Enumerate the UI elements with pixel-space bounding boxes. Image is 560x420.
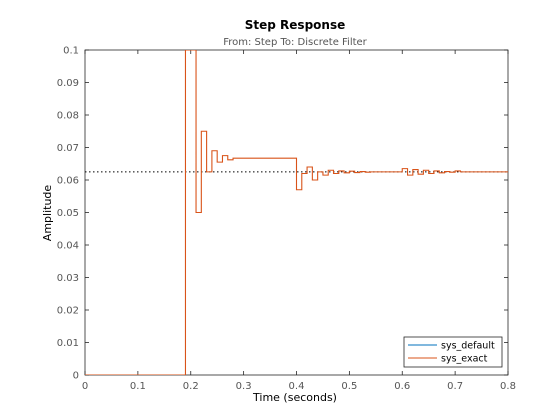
- y-tick-label: 0.01: [57, 338, 79, 349]
- x-tick-label: 0.1: [130, 381, 146, 392]
- legend-label-sys-exact: sys_exact: [441, 354, 488, 365]
- y-axis-label: Amplitude: [41, 185, 54, 242]
- tick-marks: [84, 49, 509, 376]
- series-layer: [85, 50, 508, 375]
- y-tick-label: 0.02: [57, 306, 79, 317]
- y-tick-label: 0.07: [57, 143, 79, 154]
- x-tick-label: 0.7: [447, 381, 463, 392]
- series-line-sys-exact[interactable]: [85, 50, 508, 375]
- legend[interactable]: sys_default sys_exact: [403, 336, 503, 368]
- x-tick-label: 0.8: [500, 381, 516, 392]
- legend-label-sys-default: sys_default: [441, 341, 495, 352]
- x-tick-label: 0.5: [341, 381, 357, 392]
- x-tick-label: 0.2: [183, 381, 199, 392]
- x-tick-label: 0.3: [236, 381, 252, 392]
- y-tick-label: 0.09: [57, 78, 79, 89]
- y-tick-label: 0.08: [57, 111, 79, 122]
- chart-subtitle: From: Step To: Discrete Filter: [223, 37, 367, 48]
- y-tick-label: 0.05: [57, 208, 79, 219]
- axes-box[interactable]: [84, 49, 509, 376]
- x-axis-label: Time (seconds): [252, 391, 337, 404]
- y-tick-label: 0.03: [57, 273, 79, 284]
- y-tick-labels: 0 0.01 0.02 0.03 0.04 0.05 0.06 0.07 0.08 0.09 0.1: [57, 46, 79, 382]
- x-tick-label: 0.6: [394, 381, 410, 392]
- y-tick-label: 0.04: [57, 241, 79, 252]
- y-tick-label: 0.06: [57, 176, 79, 187]
- x-tick-labels: 0 0.1 0.2 0.3 0.4 0.5 0.6 0.7 0.8: [82, 381, 516, 392]
- chart-title: Step Response: [245, 18, 345, 32]
- y-tick-label: 0.1: [63, 46, 79, 57]
- legend-box: [403, 336, 503, 368]
- x-tick-label: 0: [82, 381, 88, 392]
- y-tick-label: 0: [73, 371, 79, 382]
- x-tick-label: 0.4: [289, 381, 305, 392]
